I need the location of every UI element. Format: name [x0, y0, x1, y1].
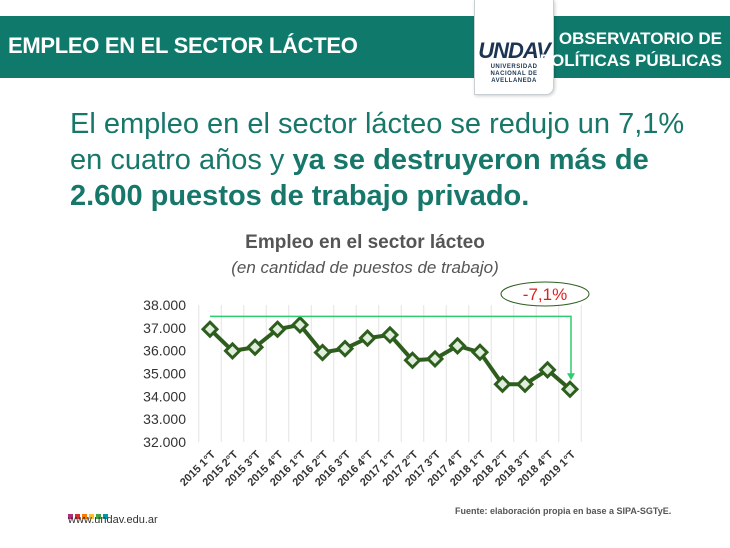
color-dots	[68, 506, 110, 524]
logo-sub-3: AVELLANEDA	[491, 78, 537, 84]
data-point	[268, 320, 287, 339]
data-point	[335, 339, 355, 358]
data-point	[380, 325, 400, 345]
color-dot	[82, 514, 87, 519]
data-point	[200, 320, 220, 339]
page-title: EMPLEO EN EL SECTOR LÁCTEO	[8, 33, 358, 58]
chart-title: Empleo en el sector lácteo	[245, 232, 485, 253]
data-point	[560, 380, 580, 399]
change-arrow	[210, 315, 572, 375]
data-point	[515, 375, 535, 394]
observatorio-label: OBSERVATORIO DE POLÍTICAS PÚBLICAS	[540, 28, 722, 72]
header-band	[0, 16, 730, 78]
logo-sub-2: NACIONAL DE	[490, 71, 538, 77]
y-tick-label: 33.000	[143, 411, 186, 427]
data-point	[223, 341, 242, 361]
obs-line-1: OBSERVATORIO DE	[558, 29, 722, 48]
data-point	[470, 343, 490, 362]
data-point	[403, 351, 422, 370]
color-dot	[103, 514, 108, 519]
color-dot	[75, 514, 80, 519]
y-tick-label: 32.000	[143, 434, 186, 450]
data-point	[313, 343, 332, 362]
annotation-ellipse	[500, 281, 590, 307]
color-dot	[89, 514, 94, 519]
chart-subtitle: (en cantidad de puestos de trabajo)	[231, 258, 499, 277]
headline-normal: El empleo en el sector lácteo se redujo …	[70, 108, 685, 176]
arrow-head	[567, 373, 575, 381]
source-note: Fuente: elaboración propia en base a SIP…	[455, 506, 672, 516]
undav-logo: UNDAV UNIVERSIDAD NACIONAL DE AVELLANEDA	[474, 0, 554, 95]
color-dot	[96, 514, 101, 519]
y-tick-label: 35.000	[143, 366, 186, 382]
logo-sub-1: UNIVERSIDAD	[490, 64, 538, 70]
data-point	[245, 338, 265, 357]
headline: El empleo en el sector lácteo se redujo …	[70, 106, 690, 214]
data-point	[425, 349, 445, 369]
y-tick-label: 36.000	[143, 343, 186, 359]
annotation-label: -7,1%	[523, 285, 567, 304]
data-point	[538, 360, 557, 379]
y-tick-label: 34.000	[143, 388, 186, 404]
data-point	[448, 336, 467, 355]
logo-mark: UNDAV	[478, 38, 551, 63]
website-url[interactable]: www.undav.edu.ar	[68, 514, 158, 526]
headline-bold: ya se destruyeron más de 2.600 puestos d…	[70, 144, 649, 212]
data-point	[290, 315, 310, 334]
y-tick-label: 38.000	[143, 297, 186, 313]
data-point	[493, 375, 512, 394]
obs-line-2: POLÍTICAS PÚBLICAS	[539, 51, 722, 70]
color-dot	[68, 514, 73, 519]
y-tick-label: 37.000	[143, 320, 186, 336]
data-point	[358, 328, 377, 348]
